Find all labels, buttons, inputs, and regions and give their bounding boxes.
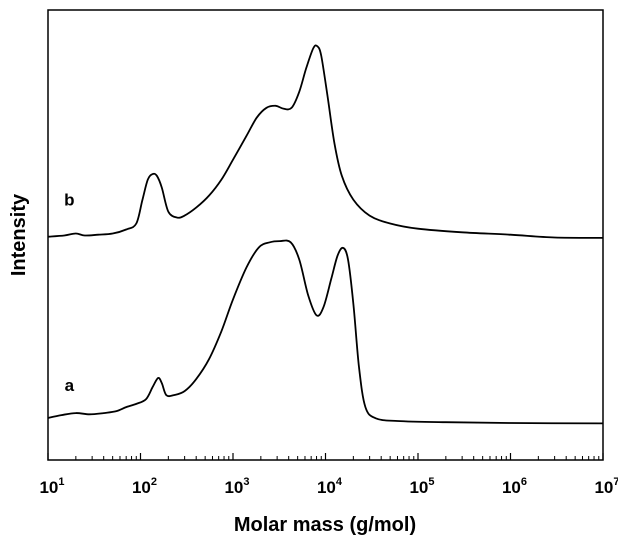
x-tick-label: 106 (502, 476, 527, 497)
series-group (47, 44, 604, 425)
series-line-a (47, 239, 604, 425)
annotations: ba (64, 191, 74, 396)
curve-label-b: b (64, 191, 74, 210)
x-tick-label: 107 (594, 476, 618, 497)
x-tick-label: 103 (224, 476, 249, 497)
x-axis-title: Molar mass (g/mol) (234, 514, 416, 536)
x-tick-label: 102 (132, 476, 157, 497)
x-tick-label: 105 (409, 476, 434, 497)
y-axis-title: Intensity (8, 193, 30, 276)
x-tick-label: 104 (317, 476, 343, 497)
x-tick-label: 101 (39, 476, 64, 497)
curve-label-a: a (65, 376, 75, 395)
series-line-b (47, 44, 604, 239)
x-ticks: 101 102 103 104 105 106 107 (39, 453, 618, 497)
